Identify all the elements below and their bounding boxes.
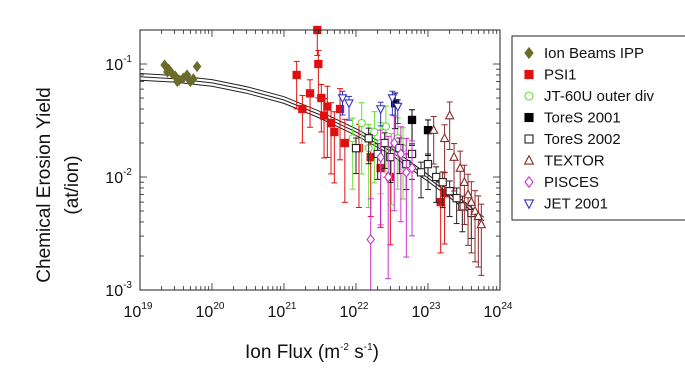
legend-label: PISCES — [544, 174, 599, 191]
legend-marker — [524, 175, 534, 189]
x-tick-label: 1022 — [340, 301, 369, 321]
data-point — [432, 172, 441, 182]
data-point — [392, 102, 403, 113]
data-point — [370, 127, 379, 137]
legend-label: ToreS 2002 — [544, 131, 621, 148]
legend-marker — [524, 134, 534, 144]
x-axis-title-main: Ion Flux (m — [245, 342, 340, 363]
data-point — [163, 66, 172, 78]
data-point — [292, 70, 301, 80]
data-point — [298, 104, 307, 114]
legend-label: JT-60U outer div — [544, 88, 655, 105]
legend-marker — [523, 154, 535, 165]
y-axis-title-line1: Chemical Erosion Yield — [34, 87, 55, 282]
y-tick-label: 10-2 — [105, 167, 132, 187]
data-point — [330, 127, 339, 137]
data-point — [192, 60, 202, 73]
data-point — [173, 75, 182, 88]
data-point — [160, 59, 169, 71]
fit-curve-1 — [139, 76, 485, 222]
data-point — [364, 134, 373, 143]
data-point — [366, 233, 375, 246]
data-point — [314, 59, 323, 69]
fit-curve-0 — [139, 79, 485, 225]
data-point — [438, 178, 447, 187]
data-point — [402, 166, 411, 178]
y-axis-title-line2: (at/ion) — [62, 155, 83, 214]
data-point — [380, 138, 389, 148]
data-point — [317, 93, 326, 103]
y-tick-label: 10-1 — [105, 54, 132, 74]
data-point — [323, 102, 332, 111]
x-tick-label: 1019 — [124, 301, 153, 321]
data-point — [455, 162, 466, 172]
data-point — [357, 118, 366, 128]
legend: Ion Beams IPP PSI1 JT-60U outer div ToreS 2… — [511, 35, 685, 221]
data-point — [305, 89, 315, 98]
legend-marker — [524, 46, 534, 60]
x-axis-title-mid: s — [349, 342, 364, 363]
plot-frame — [139, 29, 501, 291]
x-tick-label: 1020 — [196, 301, 225, 321]
legend-label: PSI1 — [544, 67, 577, 84]
data-point — [428, 124, 439, 134]
x-axis-title-sup2: -1 — [364, 342, 373, 353]
legend-box — [511, 35, 685, 221]
data-point — [459, 176, 470, 186]
data-point — [375, 105, 386, 115]
legend-label: ToreS 2001 — [544, 110, 621, 127]
legend-marker — [523, 199, 535, 210]
data-point — [449, 151, 459, 161]
data-point — [439, 132, 450, 143]
data-point — [344, 99, 354, 109]
data-point — [366, 152, 375, 162]
data-point — [423, 159, 433, 169]
x-axis-title-sup1: -2 — [340, 342, 349, 353]
legend-label: TEXTOR — [544, 153, 605, 170]
data-point — [389, 137, 399, 149]
data-point — [319, 111, 329, 120]
data-point — [476, 218, 487, 229]
data-point — [473, 210, 484, 220]
y-tick-label: 10-3 — [105, 280, 132, 300]
data-point — [407, 115, 417, 125]
data-point — [337, 94, 348, 104]
data-point — [326, 118, 336, 128]
legend-marker — [524, 91, 534, 101]
legend-marker — [524, 112, 534, 123]
legend-marker — [524, 69, 534, 80]
data-point — [407, 162, 417, 174]
data-point — [189, 73, 198, 85]
data-point — [463, 189, 473, 199]
data-point — [182, 69, 192, 81]
x-tick-label: 1024 — [484, 301, 513, 321]
data-point — [387, 94, 398, 104]
data-point — [351, 144, 361, 153]
y-axis-title: Chemical Erosion Yield (at/ion) — [34, 87, 83, 282]
data-point — [466, 196, 477, 206]
data-point — [376, 151, 385, 163]
data-point — [383, 171, 393, 183]
x-axis-title: Ion Flux (m-2 s-1) — [245, 342, 379, 363]
data-point — [444, 110, 455, 120]
data-point — [381, 122, 391, 131]
legend-label: JET 2001 — [544, 196, 608, 213]
legend-label: Ion Beams IPP — [544, 45, 644, 62]
plot-area: 1019 1020 1021 1022 1023 1024 10-1 10-2 10-3 — [105, 25, 513, 321]
data-point — [340, 138, 349, 148]
data-point — [470, 205, 480, 215]
data-point — [452, 193, 461, 203]
data-point — [396, 148, 406, 160]
x-axis-title-end: ) — [373, 342, 379, 363]
x-tick-label: 1021 — [268, 301, 297, 321]
data-point — [416, 168, 426, 177]
data-point — [335, 104, 345, 114]
x-tick-label: 1023 — [412, 301, 441, 321]
